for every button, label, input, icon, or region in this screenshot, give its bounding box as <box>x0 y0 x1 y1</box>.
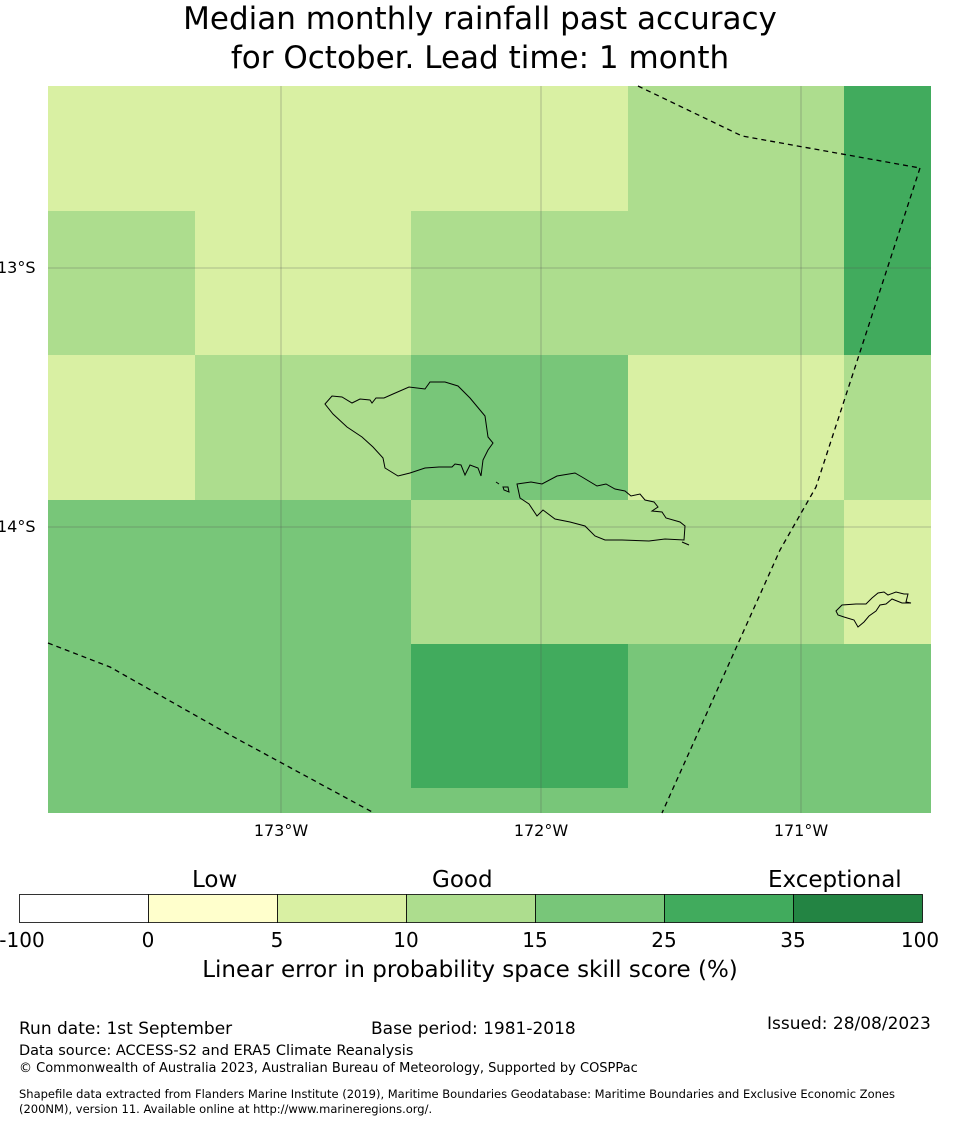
colorbar-label: Linear error in probability space skill … <box>202 957 738 983</box>
manono-island <box>495 481 500 485</box>
colorbar-segment <box>535 894 665 923</box>
tick-label: 0 <box>141 928 155 952</box>
skill-cell <box>195 86 411 211</box>
skill-cell <box>844 355 931 500</box>
colorbar-segment <box>277 894 407 923</box>
run-date: Run date: 1st September <box>19 1019 233 1039</box>
skill-cell <box>195 355 411 500</box>
skill-cell <box>195 644 411 813</box>
category-good: Good <box>432 867 493 893</box>
lon-label-171w: 171°W <box>773 821 829 840</box>
colorbar-segments <box>19 894 923 923</box>
tick-label: 5 <box>270 928 284 952</box>
lat-label-14s: 14°S <box>0 517 36 536</box>
skill-cell <box>48 211 195 355</box>
skill-cell <box>411 355 628 500</box>
skill-cell <box>195 211 411 355</box>
category-low: Low <box>192 867 238 893</box>
skill-cell <box>411 211 628 355</box>
tick-label: 15 <box>522 928 548 952</box>
colorbar-segment <box>406 894 536 923</box>
skill-cell <box>628 355 844 500</box>
category-exceptional: Exceptional <box>768 867 902 893</box>
skill-cell <box>411 644 628 788</box>
skill-cell <box>411 500 628 644</box>
apolima-island <box>502 486 510 493</box>
colorbar-segment <box>793 894 923 923</box>
tick-label: 100 <box>900 928 940 952</box>
skill-cell <box>844 644 931 813</box>
title-line-1: Median monthly rainfall past accuracy <box>183 1 777 37</box>
colorbar <box>19 894 923 923</box>
upolu-east-tip <box>681 541 690 546</box>
tick-label: -100 <box>0 928 45 952</box>
eez-boundary-southwest <box>47 642 375 814</box>
skill-cell <box>844 500 931 644</box>
map-title: Median monthly rainfall past accuracy fo… <box>0 0 960 78</box>
skill-cell <box>195 500 411 644</box>
eez-boundary-north <box>637 85 921 169</box>
skill-grid <box>48 86 931 813</box>
data-source: Data source: ACCESS-S2 and ERA5 Climate … <box>19 1043 414 1059</box>
base-period: Base period: 1981-2018 <box>371 1019 576 1039</box>
tick-label: 35 <box>780 928 806 952</box>
skill-cell <box>844 211 931 355</box>
tick-label: 25 <box>651 928 677 952</box>
skill-cell <box>628 211 844 355</box>
skill-cell <box>628 86 844 211</box>
tick-label: 10 <box>393 928 419 952</box>
copyright: © Commonwealth of Australia 2023, Austra… <box>19 1061 638 1076</box>
lon-label-172w: 172°W <box>513 821 569 840</box>
shapefile-credit-line-2: (200NM), version 11. Available online at… <box>19 1102 433 1116</box>
savaii-island <box>324 381 494 477</box>
skill-cell <box>48 86 195 211</box>
tutuila-island <box>835 591 912 628</box>
colorbar-segment <box>19 894 149 923</box>
skill-cell <box>48 644 195 813</box>
skill-cell <box>628 500 844 644</box>
skill-map <box>47 85 931 814</box>
lat-label-13s: 13°S <box>0 258 36 277</box>
colorbar-segment <box>664 894 794 923</box>
lon-label-173w: 173°W <box>253 821 309 840</box>
eez-boundary-east <box>661 167 921 814</box>
eez-boundaries <box>47 85 921 814</box>
upolu-island <box>516 472 686 542</box>
skill-cell <box>628 644 844 813</box>
title-line-2: for October. Lead time: 1 month <box>230 40 730 76</box>
skill-cell <box>48 355 195 500</box>
shapefile-credit-line-1: Shapefile data extracted from Flanders M… <box>19 1087 895 1101</box>
skill-cell <box>48 500 195 644</box>
coastlines <box>324 381 912 628</box>
colorbar-segment <box>148 894 278 923</box>
issued-date: Issued: 28/08/2023 <box>767 1014 931 1034</box>
skill-cell <box>844 86 931 211</box>
skill-cell <box>411 86 628 211</box>
skill-cell <box>411 788 628 813</box>
graticule <box>48 86 931 813</box>
